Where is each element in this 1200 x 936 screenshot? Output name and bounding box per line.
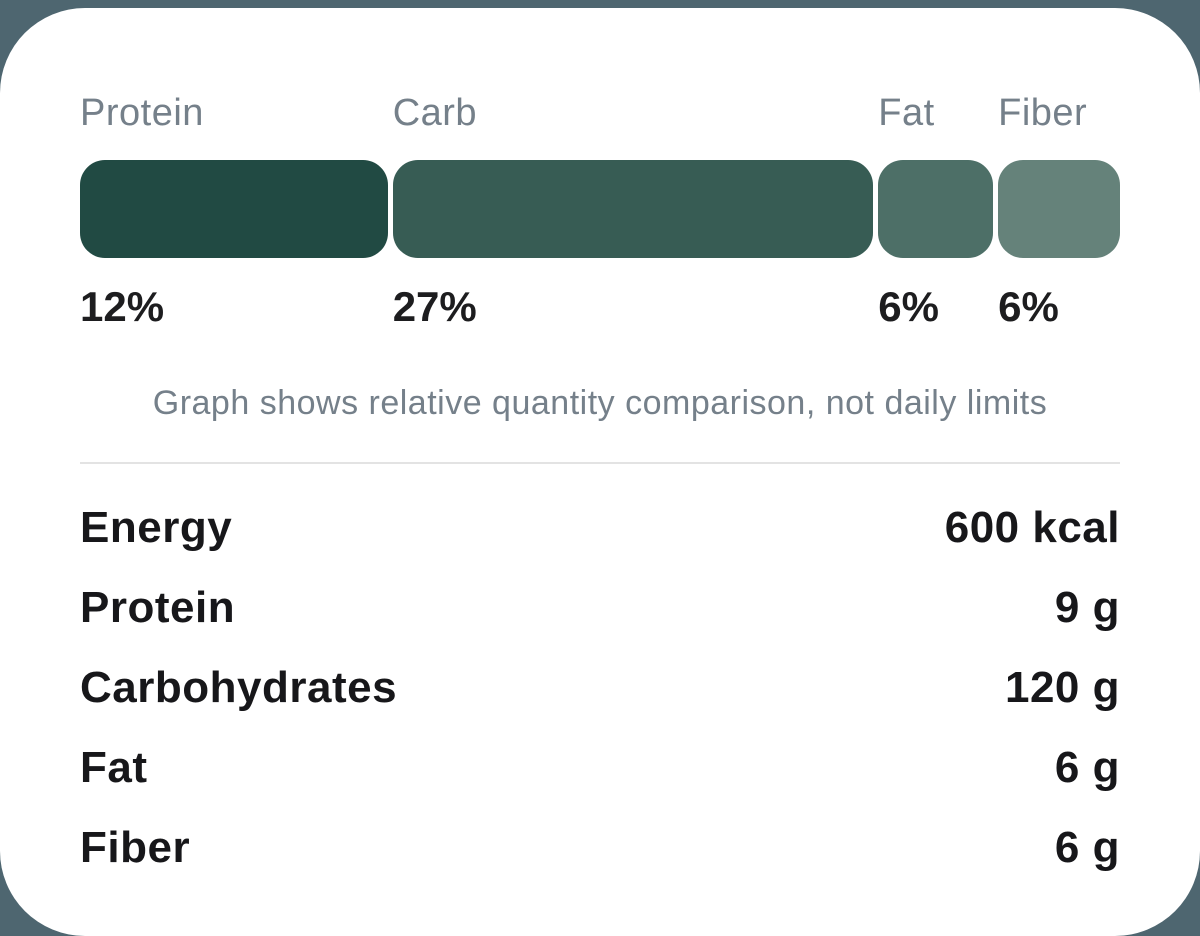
row-value: 120 g [1004, 663, 1120, 712]
row-label: Protein [80, 583, 236, 632]
bar-segment [392, 160, 874, 258]
nutrient-column-fat: Fat 6% [878, 90, 994, 330]
bar-segment [80, 160, 388, 258]
segment-label: Protein [80, 92, 204, 134]
segment-percent: 6% [998, 283, 1059, 330]
row-value: 6 g [1054, 823, 1120, 872]
chart-note: Graph shows relative quantity comparison… [152, 384, 1048, 422]
nutrient-column-carb: Carb 27% [392, 90, 874, 330]
segment-percent: 12% [80, 283, 165, 330]
bar-columns: Protein 12% Carb 27% Fat 6% Fiber 6% [80, 90, 1120, 330]
bar-segment [998, 160, 1120, 258]
row-label: Energy [80, 503, 233, 552]
nutrition-card: Protein 12% Carb 27% Fat 6% Fiber 6% Graph show… [0, 8, 1200, 936]
table-row: Fat 6 g [80, 728, 1120, 808]
row-label: Carbohydrates [80, 663, 398, 712]
table-row: Protein 9 g [80, 568, 1120, 648]
divider [80, 462, 1120, 464]
nutrient-column-fiber: Fiber 6% [998, 90, 1120, 330]
nutrient-column-protein: Protein 12% [80, 90, 388, 330]
row-value: 6 g [1054, 743, 1120, 792]
segment-percent: 27% [392, 283, 477, 330]
row-label: Fat [80, 743, 148, 792]
segment-percent: 6% [878, 283, 939, 330]
segment-label: Fiber [998, 92, 1088, 134]
table-row: Carbohydrates 120 g [80, 648, 1120, 728]
row-value: 600 kcal [944, 503, 1120, 552]
row-value: 9 g [1054, 583, 1120, 632]
nutrition-table: Energy 600 kcal Protein 9 g Carbohydrates 120… [80, 488, 1120, 888]
table-row: Energy 600 kcal [80, 488, 1120, 568]
macro-bar-chart: Protein 12% Carb 27% Fat 6% Fiber 6% Graph show… [80, 90, 1120, 464]
segment-label: Carb [392, 92, 478, 134]
bar-segment [878, 160, 994, 258]
table-row: Fiber 6 g [80, 808, 1120, 888]
row-label: Fiber [80, 823, 191, 872]
segment-label: Fat [878, 92, 935, 134]
